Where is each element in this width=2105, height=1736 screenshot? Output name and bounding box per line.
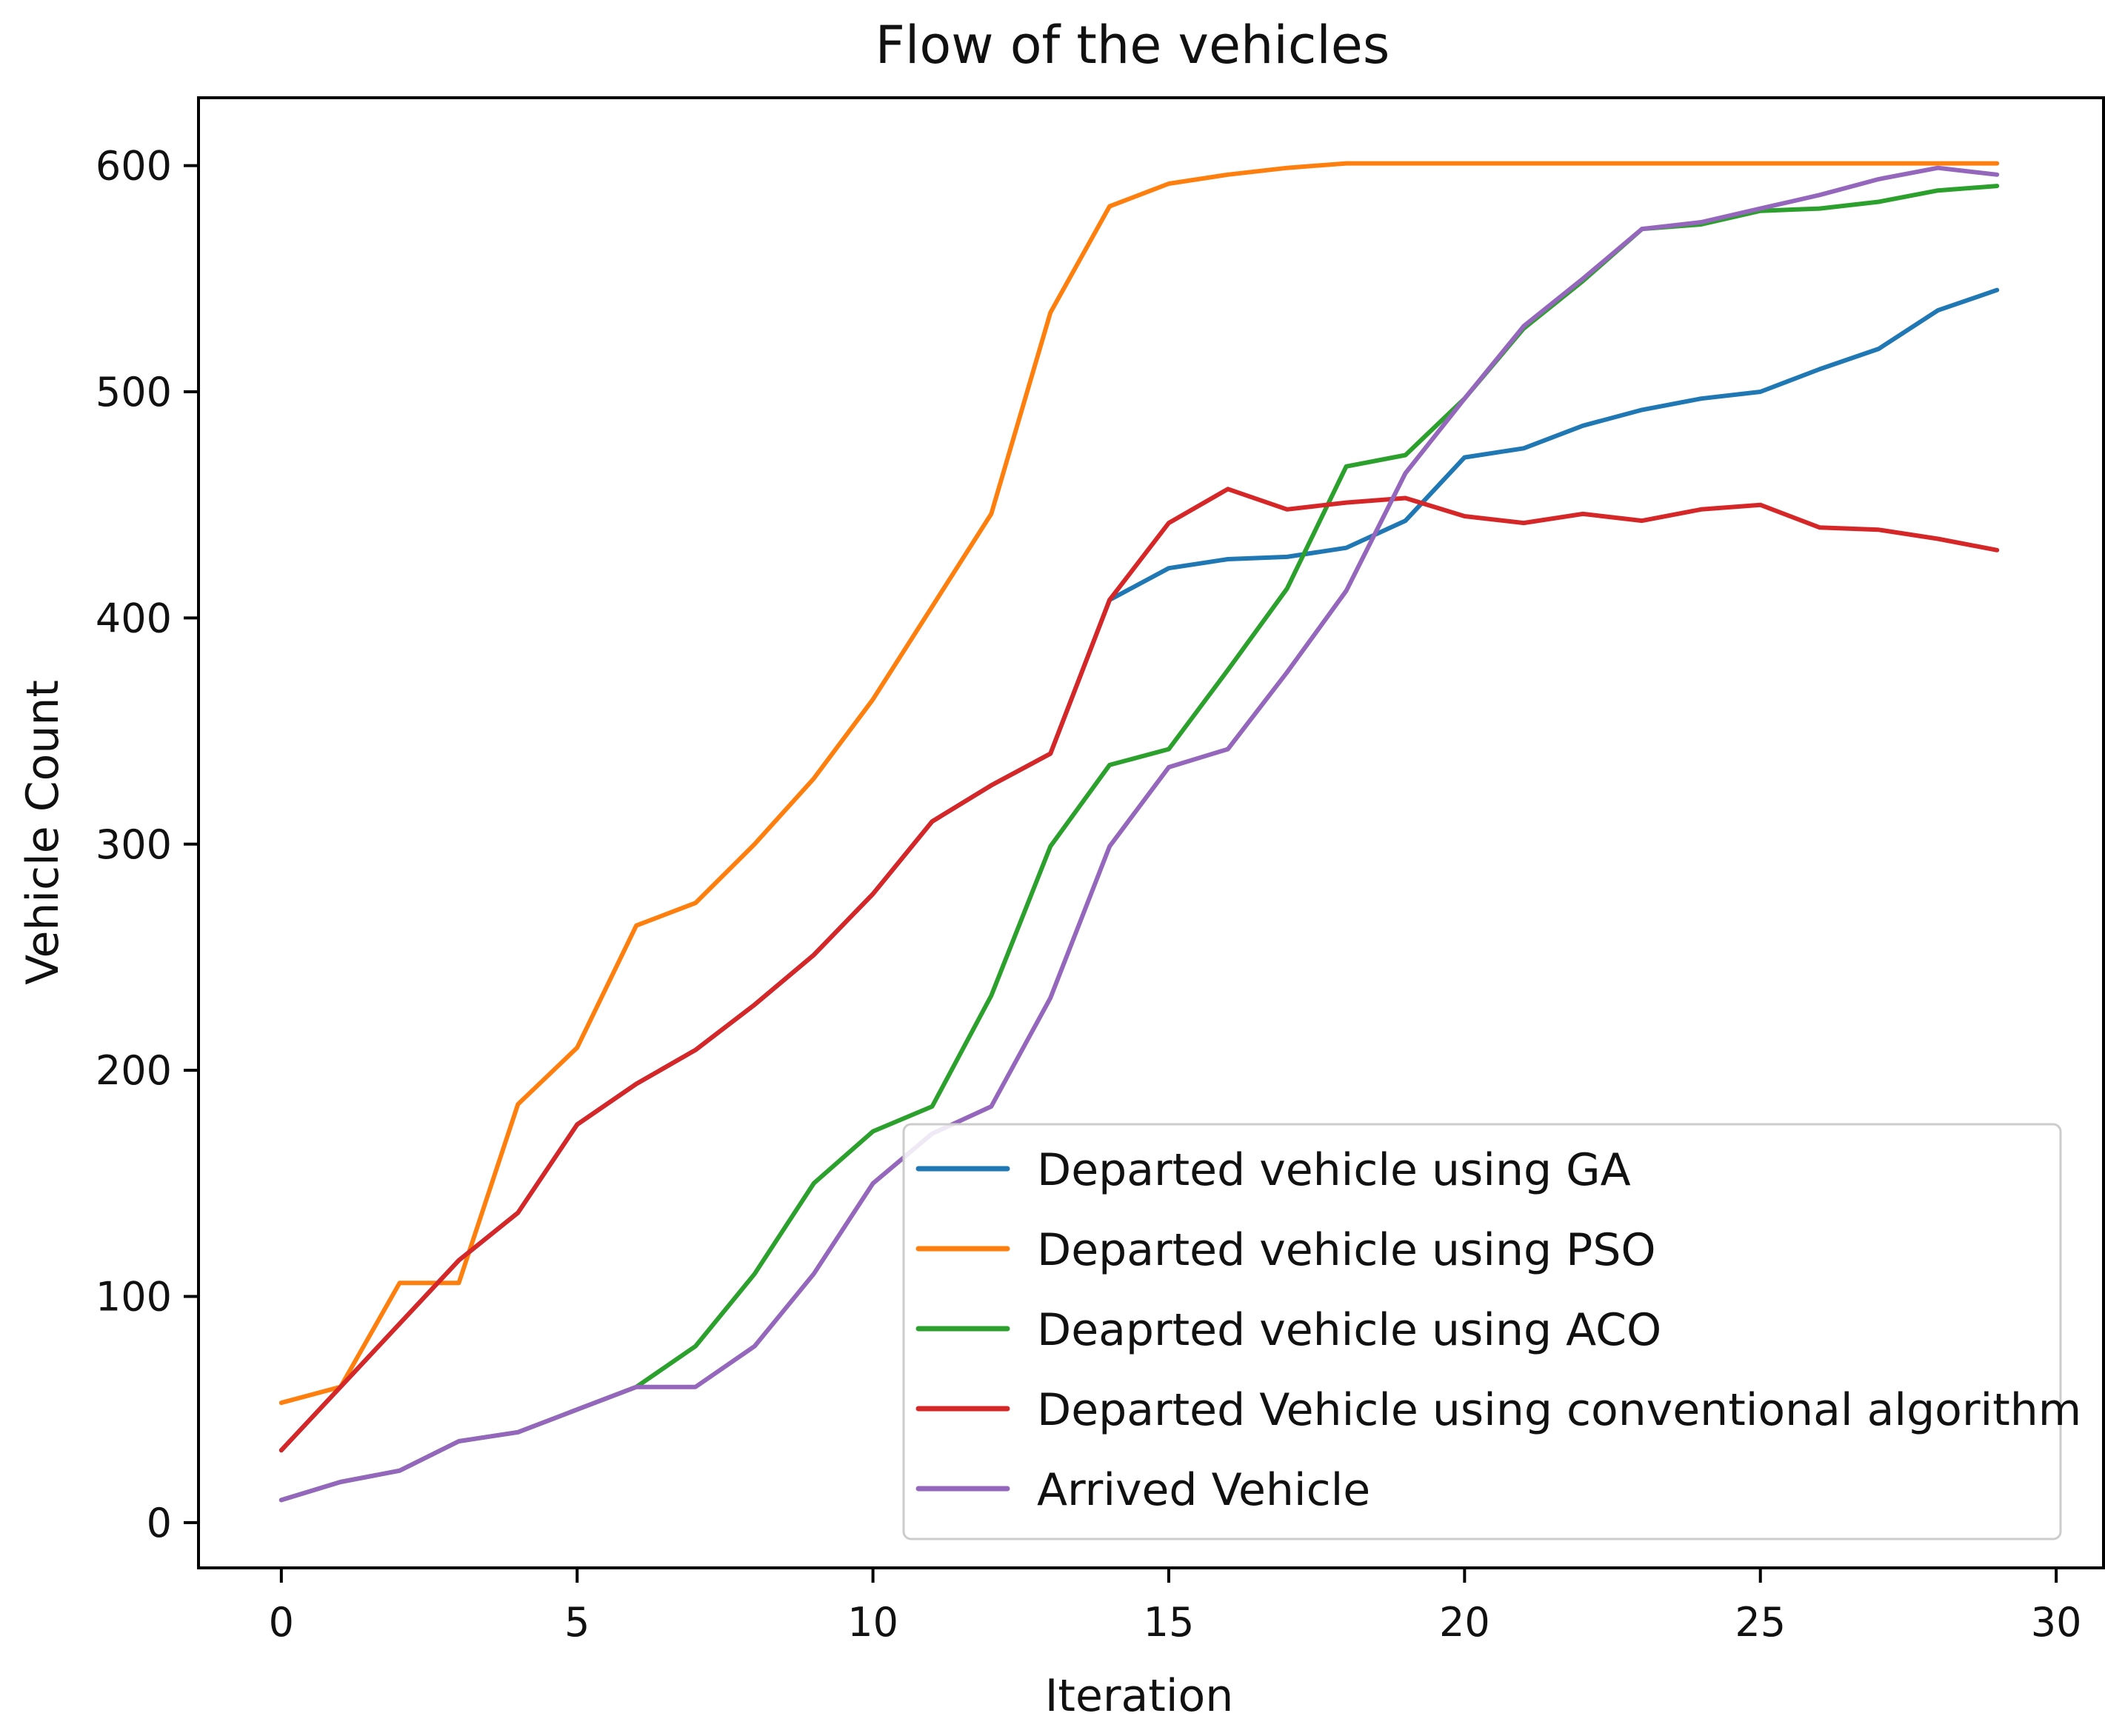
x-tick-label: 25 [1735, 1599, 1786, 1646]
series-line-2 [278, 161, 2000, 1406]
legend-label: Deaprted vehicle using ACO [1037, 1304, 1661, 1356]
x-tick-label: 30 [2031, 1599, 2082, 1646]
legend-item: Departed Vehicle using conventional algo… [915, 1384, 2081, 1436]
legend-label: Departed vehicle using GA [1037, 1144, 1631, 1196]
legend-entries: Departed vehicle using GA Departed vehicl… [915, 1144, 2081, 1516]
legend-label: Arrived Vehicle [1037, 1464, 1370, 1516]
legend-box [902, 1123, 2062, 1540]
series-layer [278, 161, 2000, 1503]
legend-label: Departed Vehicle using conventional algo… [1037, 1384, 2081, 1436]
x-axis-ticks: 0 5 10 15 20 25 30 [269, 1568, 2082, 1646]
y-tick-label: 400 [96, 595, 172, 641]
y-tick-label: 100 [96, 1274, 172, 1321]
legend-label: Departed vehicle using PSO [1037, 1224, 1656, 1276]
legend-item: Deaprted vehicle using ACO [915, 1304, 1661, 1356]
x-tick-label: 5 [564, 1599, 590, 1646]
legend: Departed vehicle using GA Departed vehicl… [902, 1123, 2081, 1540]
y-axis-ticks: 0 100 200 300 400 500 600 [96, 143, 199, 1546]
legend-item: Departed vehicle using PSO [915, 1224, 1656, 1276]
series-line-5 [278, 165, 2000, 1503]
legend-item: Departed vehicle using GA [915, 1144, 1631, 1196]
y-axis-label: Vehicle Count [17, 680, 69, 985]
x-tick-label: 10 [847, 1599, 898, 1646]
chart-title: Flow of the vehicles [875, 15, 1390, 76]
x-tick-label: 15 [1144, 1599, 1195, 1646]
y-tick-label: 500 [96, 369, 172, 415]
x-tick-label: 0 [269, 1599, 294, 1646]
legend-item: Arrived Vehicle [915, 1464, 1370, 1516]
y-tick-label: 300 [96, 821, 172, 868]
y-tick-label: 0 [147, 1500, 172, 1546]
x-axis-label: Iteration [1045, 1670, 1234, 1722]
y-tick-label: 200 [96, 1047, 172, 1094]
y-tick-label: 600 [96, 143, 172, 190]
plot-frame [197, 96, 2105, 1569]
x-tick-label: 20 [1439, 1599, 1490, 1646]
series-line-4 [278, 487, 2000, 1453]
